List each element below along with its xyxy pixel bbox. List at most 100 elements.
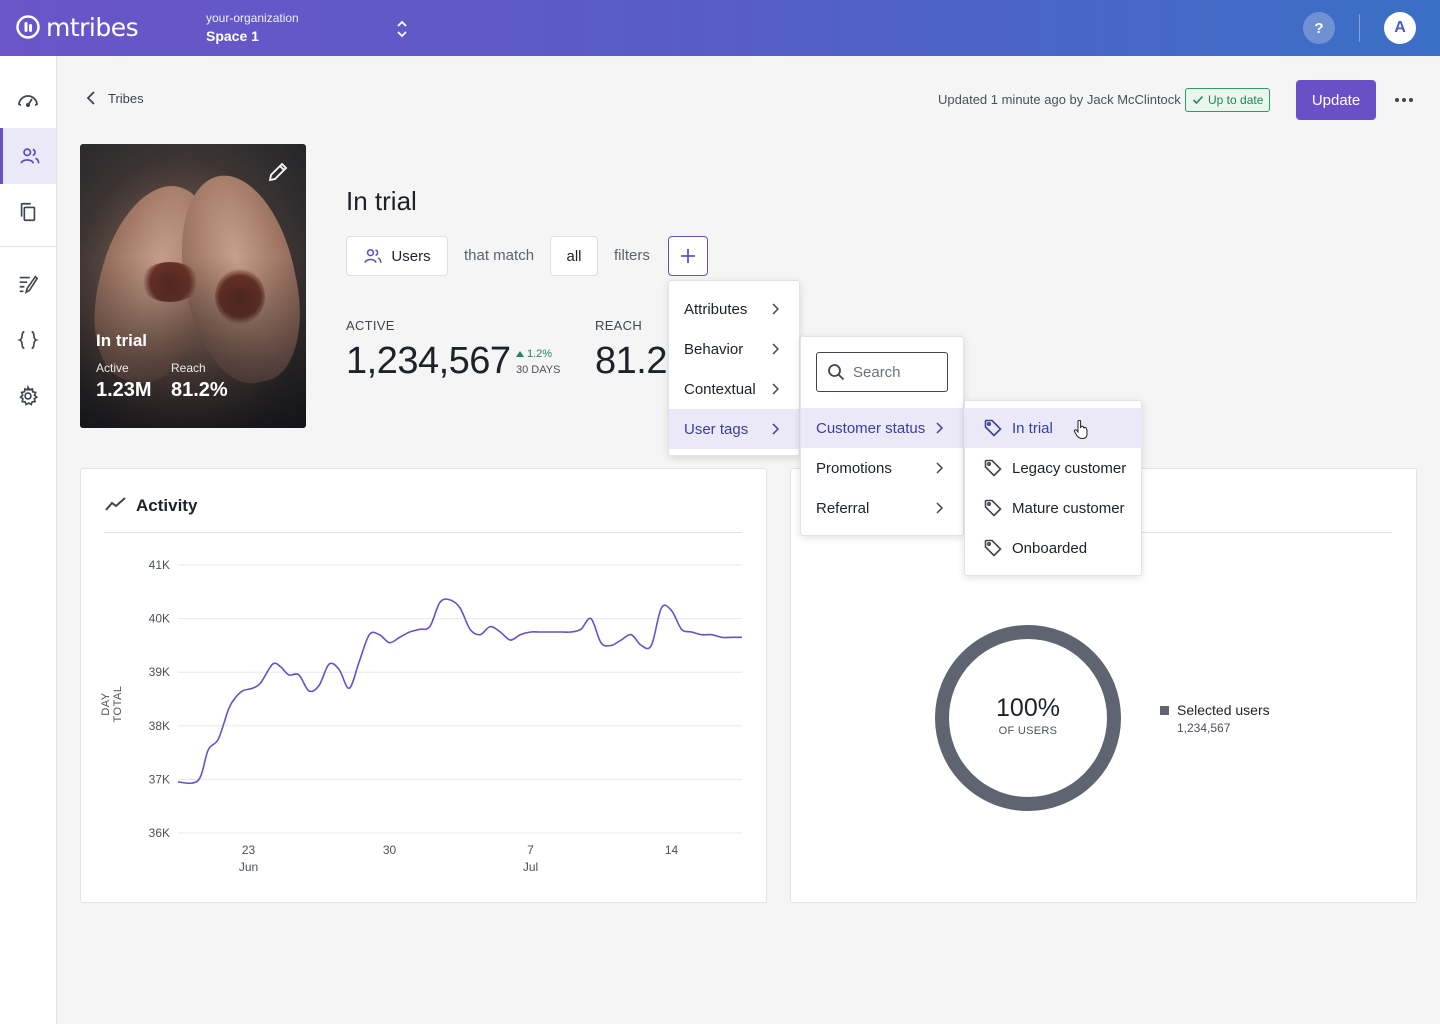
tag-label: Mature customer xyxy=(1012,499,1125,517)
mtribes-logo-icon xyxy=(16,15,40,39)
tribe-image-shade xyxy=(80,144,306,428)
chevron-right-icon xyxy=(772,423,779,435)
plus-icon xyxy=(681,249,695,263)
tag-icon xyxy=(984,419,1002,437)
panel-divider xyxy=(1142,532,1392,533)
pencil-icon[interactable] xyxy=(266,160,290,184)
donut-legend: Selected users 1,234,567 xyxy=(1160,702,1270,735)
y-tick-label: 40K xyxy=(149,612,170,626)
chevron-right-icon xyxy=(936,462,943,474)
space-selector[interactable]: your-organization Space 1 xyxy=(206,11,299,44)
tag-item-legacy-customer[interactable]: Legacy customer xyxy=(964,448,1142,488)
logo-text: mtribes xyxy=(46,12,139,42)
sidebar-item-settings[interactable] xyxy=(0,368,56,424)
update-button[interactable]: Update xyxy=(1296,80,1376,120)
menu-item-behavior[interactable]: Behavior xyxy=(669,329,799,369)
users-icon xyxy=(364,249,383,263)
activity-panel xyxy=(80,468,767,903)
x-tick-sublabel: Jun xyxy=(239,860,258,874)
chevron-right-icon xyxy=(772,303,779,315)
users-icon xyxy=(19,148,40,164)
menu-item-label: Customer status xyxy=(816,419,926,437)
reach-donut-chart xyxy=(935,625,1121,811)
tag-item-onboarded[interactable]: Onboarded xyxy=(964,528,1142,568)
chevron-right-icon xyxy=(936,502,943,514)
sidebar-item-developers[interactable] xyxy=(0,312,56,368)
menu-item-referral[interactable]: Referral xyxy=(801,488,963,528)
dashboard-icon xyxy=(18,95,38,108)
edit-list-icon xyxy=(19,275,39,294)
x-tick-label: 23 xyxy=(242,843,256,857)
x-tick-label: 30 xyxy=(383,843,397,857)
filters-text: filters xyxy=(614,247,650,264)
x-tick-sublabel: Jul xyxy=(523,860,538,874)
tag-label: Legacy customer xyxy=(1012,459,1127,477)
code-braces-icon xyxy=(17,330,39,350)
reach-metric-label: REACH xyxy=(595,318,643,333)
menu-item-label: Contextual xyxy=(684,380,756,398)
breadcrumb-link-tribes[interactable]: Tribes xyxy=(108,90,144,106)
chevron-up-down-icon[interactable] xyxy=(394,18,410,40)
sidebar-item-content[interactable] xyxy=(0,256,56,312)
tribe-card-title: In trial xyxy=(96,331,148,350)
tag-item-in-trial[interactable]: In trial xyxy=(964,408,1142,448)
tribe-image-card xyxy=(80,144,306,428)
sidebar-item-dashboard[interactable] xyxy=(0,72,56,128)
chevron-right-icon xyxy=(772,343,779,355)
trend-indicator: 1.2% xyxy=(516,348,552,360)
menu-item-label: Attributes xyxy=(684,300,748,318)
updated-text: Updated 1 minute ago by Jack McClintock xyxy=(938,92,1181,107)
tag-label: Onboarded xyxy=(1012,539,1088,557)
donut-percent: 100% xyxy=(996,694,1060,722)
tribe-card-reach-value: 81.2% xyxy=(171,379,228,401)
sidebar-item-tribes[interactable] xyxy=(0,128,56,184)
menu-item-customer-status[interactable]: Customer status xyxy=(801,408,963,448)
topbar-divider xyxy=(1359,14,1360,42)
tag-icon xyxy=(984,499,1002,517)
hand-cursor-icon xyxy=(1073,420,1088,440)
legend-label: Selected users xyxy=(1177,702,1270,718)
more-dot-icon xyxy=(1395,98,1399,102)
chevron-right-icon xyxy=(772,383,779,395)
chevron-left-icon xyxy=(86,91,95,105)
help-button[interactable]: ? xyxy=(1303,12,1335,44)
menu-item-label: Promotions xyxy=(816,459,892,477)
add-filter-button[interactable] xyxy=(668,236,708,276)
menu-item-contextual[interactable]: Contextual xyxy=(669,369,799,409)
more-dot-icon xyxy=(1402,98,1406,102)
more-dot-icon xyxy=(1409,98,1413,102)
donut-subtitle: OF USERS xyxy=(998,725,1058,737)
tribe-card-reach-label: Reach xyxy=(171,361,206,375)
breadcrumb[interactable]: Tribes xyxy=(84,90,144,106)
tag-item-mature-customer[interactable]: Mature customer xyxy=(964,488,1142,528)
gear-icon xyxy=(19,385,39,406)
top-bar: mtribes your-organization Space 1 ? A xyxy=(0,0,1440,56)
menu-item-label: User tags xyxy=(684,420,749,438)
series-line xyxy=(177,598,742,785)
copy-icon xyxy=(20,202,36,222)
menu-item-attributes[interactable]: Attributes xyxy=(669,289,799,329)
organization-name: your-organization xyxy=(206,11,299,25)
y-tick-label: 36K xyxy=(149,826,170,840)
y-tick-label: 38K xyxy=(149,719,170,733)
menu-item-user-tags[interactable]: User tags xyxy=(669,409,799,449)
y-tick-label: 39K xyxy=(149,665,170,679)
status-badge-label: Up to date xyxy=(1208,93,1264,107)
tag-search-input[interactable]: Search xyxy=(816,352,948,392)
sidebar-item-experiences[interactable] xyxy=(0,184,56,240)
match-mode-select[interactable]: all xyxy=(550,236,598,276)
active-metric-label: ACTIVE xyxy=(346,318,395,333)
tribe-name: In trial xyxy=(346,186,417,216)
space-name: Space 1 xyxy=(206,28,259,44)
logo[interactable]: mtribes xyxy=(16,12,139,42)
match-text: that match xyxy=(464,247,535,264)
activity-title: Activity xyxy=(136,496,198,515)
subject-select[interactable]: Users xyxy=(346,236,448,276)
chevron-right-icon xyxy=(936,422,943,434)
sidebar-divider xyxy=(0,246,56,247)
check-icon xyxy=(1192,95,1204,105)
menu-item-promotions[interactable]: Promotions xyxy=(801,448,963,488)
avatar[interactable]: A xyxy=(1384,12,1416,44)
legend-value: 1,234,567 xyxy=(1177,721,1231,735)
more-options-button[interactable] xyxy=(1390,92,1418,108)
